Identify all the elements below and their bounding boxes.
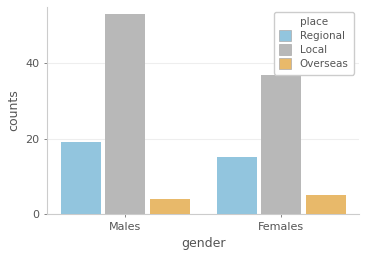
Bar — [61, 142, 101, 214]
Y-axis label: counts: counts — [7, 89, 20, 131]
Bar — [217, 158, 257, 214]
X-axis label: gender: gender — [181, 237, 225, 250]
Bar — [261, 75, 301, 214]
Legend: Regional, Local, Overseas: Regional, Local, Overseas — [274, 12, 354, 75]
Bar — [150, 199, 190, 214]
Bar — [105, 14, 145, 214]
Bar — [306, 195, 346, 214]
